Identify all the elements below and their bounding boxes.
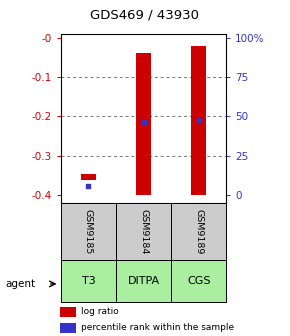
Bar xyxy=(61,203,116,260)
Bar xyxy=(116,203,171,260)
Text: log ratio: log ratio xyxy=(81,307,118,316)
Text: GSM9184: GSM9184 xyxy=(139,209,148,255)
Bar xyxy=(171,260,226,302)
Text: DITPA: DITPA xyxy=(128,277,160,286)
Text: CGS: CGS xyxy=(187,277,211,286)
Text: GDS469 / 43930: GDS469 / 43930 xyxy=(90,9,200,22)
Bar xyxy=(191,46,206,196)
Bar xyxy=(60,307,76,317)
Text: GSM9185: GSM9185 xyxy=(84,209,93,255)
Text: agent: agent xyxy=(6,279,36,289)
Text: percentile rank within the sample: percentile rank within the sample xyxy=(81,323,234,332)
Bar xyxy=(61,260,116,302)
Text: T3: T3 xyxy=(81,277,95,286)
Text: GSM9189: GSM9189 xyxy=(194,209,203,255)
Bar xyxy=(60,323,76,333)
Bar xyxy=(136,52,151,196)
Bar xyxy=(116,260,171,302)
Bar xyxy=(81,174,96,180)
Bar xyxy=(171,203,226,260)
